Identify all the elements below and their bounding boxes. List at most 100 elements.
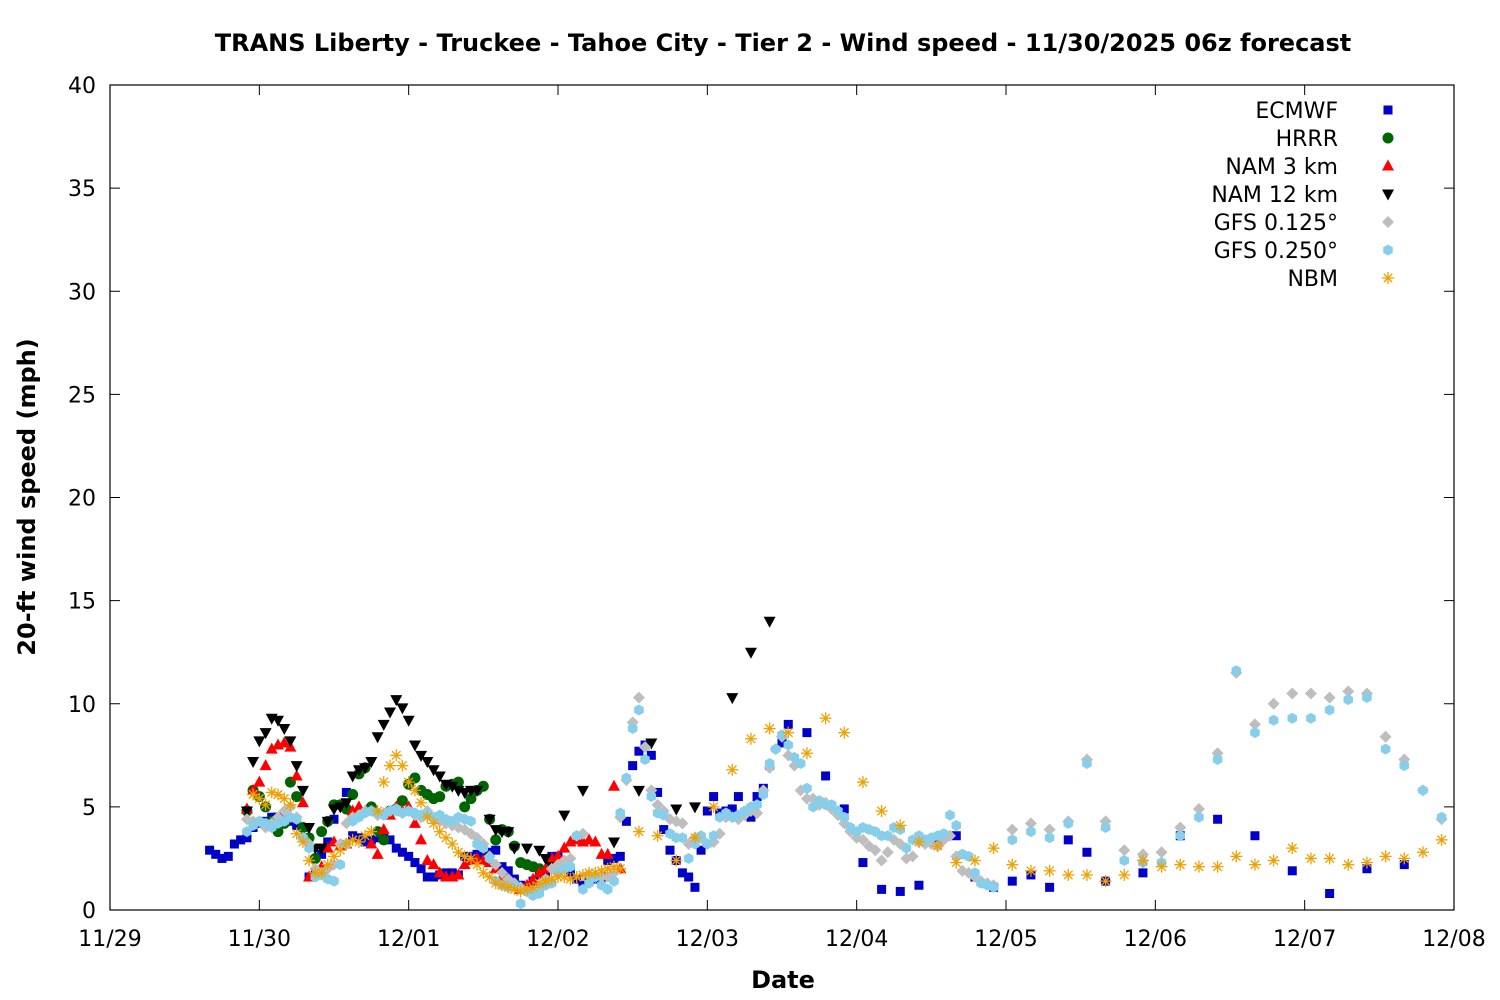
data-point	[914, 880, 924, 890]
legend-marker	[1382, 216, 1394, 228]
data-point	[1436, 811, 1447, 823]
data-point	[515, 898, 526, 910]
data-point	[539, 853, 552, 865]
data-point	[726, 693, 739, 705]
data-point	[565, 868, 575, 878]
data-point	[272, 788, 284, 801]
data-point	[1380, 743, 1391, 755]
series-gfs-0-250	[242, 665, 1447, 910]
data-point	[1286, 687, 1299, 700]
data-point	[833, 805, 843, 817]
data-point	[808, 801, 818, 813]
data-point	[677, 832, 688, 844]
data-point	[634, 746, 644, 756]
data-point	[615, 807, 626, 819]
data-point	[614, 862, 627, 875]
data-point	[632, 785, 645, 797]
data-point	[341, 787, 351, 797]
data-point	[296, 785, 309, 797]
data-point	[1155, 846, 1168, 859]
data-point	[247, 788, 260, 801]
data-point	[340, 798, 353, 810]
data-point	[334, 802, 347, 814]
data-point	[459, 801, 471, 813]
data-point	[253, 792, 266, 805]
legend-label: HRRR	[1276, 127, 1338, 152]
data-point	[651, 798, 664, 811]
data-point	[1286, 842, 1299, 855]
data-point	[1267, 854, 1280, 867]
data-point	[278, 724, 291, 735]
data-point	[634, 704, 644, 716]
data-point	[321, 841, 334, 853]
data-point	[427, 765, 440, 777]
data-point	[987, 842, 1000, 855]
data-point	[1360, 856, 1373, 869]
data-point	[371, 732, 384, 744]
data-point	[502, 827, 515, 839]
data-point	[242, 826, 252, 838]
data-point	[421, 811, 434, 824]
data-point	[676, 817, 689, 830]
data-point	[539, 875, 552, 888]
data-point	[335, 859, 346, 871]
data-point	[609, 853, 619, 863]
data-point	[290, 827, 303, 840]
data-point	[1194, 811, 1204, 823]
legend-marker	[1383, 105, 1393, 115]
data-point	[795, 758, 806, 770]
data-point	[670, 804, 683, 816]
data-point	[291, 791, 303, 803]
data-point	[296, 796, 309, 808]
data-point	[1267, 697, 1280, 710]
data-point	[1362, 692, 1372, 704]
data-point	[533, 866, 546, 878]
data-point	[527, 881, 540, 894]
data-point	[1174, 858, 1187, 871]
data-point	[783, 739, 794, 751]
data-point	[800, 747, 813, 760]
data-point	[1006, 823, 1019, 836]
data-point	[347, 789, 359, 800]
data-point	[901, 842, 912, 854]
data-point	[645, 738, 658, 750]
plot-border	[109, 84, 1455, 911]
data-point	[1024, 817, 1037, 830]
data-point	[819, 712, 832, 725]
data-point	[458, 858, 471, 870]
legend-marker	[1382, 189, 1394, 201]
data-point	[571, 830, 582, 842]
data-point	[377, 823, 390, 835]
data-point	[683, 852, 694, 864]
data-point	[253, 736, 266, 748]
data-point	[802, 782, 812, 794]
data-point	[628, 761, 638, 771]
data-point	[296, 835, 309, 848]
legend-label: GFS 0.125°	[1214, 211, 1338, 236]
data-point	[1026, 826, 1036, 838]
x-tick-label: 12/07	[1273, 927, 1336, 952]
data-point	[334, 844, 347, 857]
plot-area	[109, 84, 1455, 911]
data-point	[696, 845, 706, 855]
data-point	[408, 740, 421, 752]
x-tick-label: 11/29	[78, 927, 141, 952]
data-point	[758, 789, 769, 800]
data-point	[272, 715, 284, 727]
data-point	[410, 858, 420, 868]
data-point	[677, 868, 687, 878]
data-point	[1399, 760, 1410, 772]
data-point	[856, 833, 869, 846]
y-tick-label: 35	[68, 177, 96, 202]
data-point	[938, 828, 949, 840]
data-point	[875, 854, 888, 867]
data-point	[291, 813, 302, 825]
data-point	[752, 799, 762, 811]
data-point	[434, 791, 446, 803]
data-point	[1175, 830, 1186, 842]
data-point	[396, 795, 408, 807]
data-point	[390, 695, 403, 707]
data-point	[303, 854, 316, 867]
data-point	[800, 792, 813, 805]
data-point	[1138, 868, 1148, 878]
